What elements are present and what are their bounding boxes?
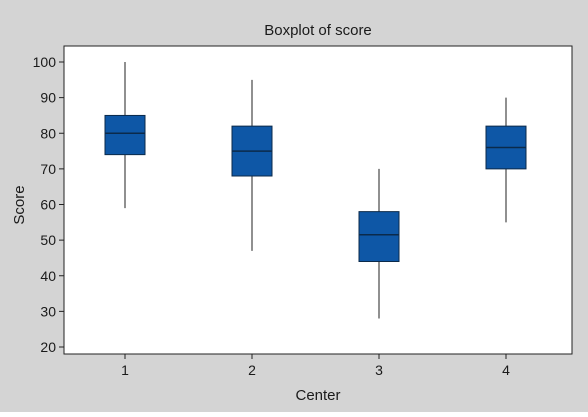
y-tick-label: 70 xyxy=(40,161,56,177)
y-tick-label: 20 xyxy=(40,339,56,355)
y-axis: 20 30 40 50 60 70 80 90 100 xyxy=(33,54,64,355)
y-axis-label: Score xyxy=(11,185,28,224)
x-tick-label: 3 xyxy=(375,362,383,378)
y-tick-label: 90 xyxy=(40,90,56,106)
box-center-4 xyxy=(485,97,527,223)
box-center-2 xyxy=(231,79,273,251)
x-tick-label: 1 xyxy=(121,362,129,378)
iqr-box xyxy=(104,114,146,156)
x-tick-label: 2 xyxy=(248,362,256,378)
y-tick-label: 40 xyxy=(40,268,56,284)
x-axis: 1 2 3 4 xyxy=(121,354,510,378)
y-tick-label: 60 xyxy=(40,197,56,213)
y-tick-label: 80 xyxy=(40,125,56,141)
chart-title: Boxplot of score xyxy=(264,22,372,39)
x-axis-label: Center xyxy=(295,387,340,404)
y-tick-label: 100 xyxy=(33,54,57,70)
box-center-1 xyxy=(104,62,146,209)
iqr-box xyxy=(358,211,400,262)
boxes-group xyxy=(104,62,527,319)
box-center-3 xyxy=(358,168,400,319)
y-tick-label: 50 xyxy=(40,232,56,248)
y-tick-label: 30 xyxy=(40,303,56,319)
x-tick-label: 4 xyxy=(502,362,510,378)
plot-area xyxy=(63,45,573,355)
